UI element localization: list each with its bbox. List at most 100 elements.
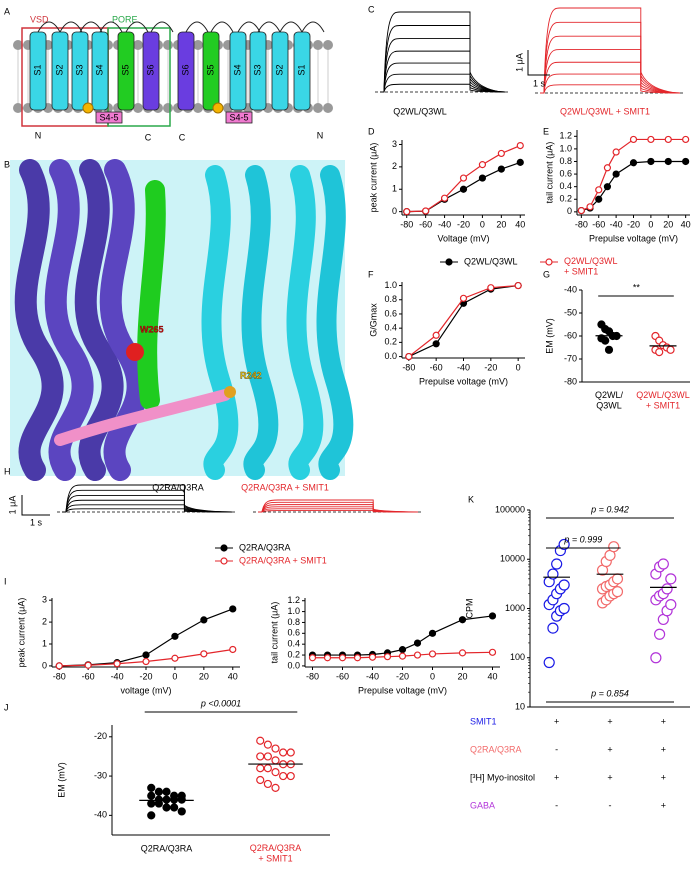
- data-point: [612, 148, 620, 156]
- y-tick-label: 0.6: [559, 168, 572, 178]
- text-line: + SMIT1: [646, 401, 680, 411]
- lipid-head: [193, 103, 203, 113]
- data-point: [171, 632, 179, 640]
- data-point: [657, 558, 669, 570]
- helix: [293, 31, 311, 111]
- data-point: [432, 331, 440, 339]
- data-point: [263, 779, 272, 789]
- helix-label: S5: [205, 64, 215, 75]
- data-point: [558, 538, 570, 551]
- data-point: [286, 748, 295, 757]
- lipid-head: [163, 103, 173, 113]
- residue-label: W265: [140, 324, 164, 334]
- data-point: [113, 660, 121, 668]
- loop: [79, 21, 103, 33]
- helix-label: S5: [120, 64, 130, 75]
- data-point: [279, 748, 288, 757]
- helix-label: S4: [232, 64, 242, 75]
- y-tick-label: 0: [42, 660, 47, 670]
- residue: [126, 343, 144, 361]
- data-point: [612, 170, 620, 178]
- data-point: [229, 605, 237, 613]
- table-cell: +: [607, 772, 612, 782]
- x-tick-label: 40: [515, 219, 525, 229]
- data-point: [256, 764, 265, 773]
- x-tick-label: -20: [627, 219, 640, 229]
- current-trace: [540, 7, 681, 94]
- text-line: Q2RA/Q3RA: [250, 843, 302, 853]
- y-tick-label: 0.8: [559, 156, 572, 166]
- y-tick-label: -50: [564, 307, 577, 317]
- text-line: + SMIT1: [564, 267, 598, 277]
- data-point: [516, 158, 524, 166]
- category-label: Q2RA/Q3RA + SMIT1: [250, 843, 302, 863]
- ribbon: [14, 159, 64, 481]
- helix-label: S6: [145, 64, 155, 75]
- data-point: [84, 661, 92, 669]
- annotation: p = 0.999: [563, 534, 602, 544]
- loop: [59, 21, 83, 33]
- x-tick-label: -80: [402, 362, 415, 372]
- data-point: [682, 135, 690, 144]
- y-tick-label: 10000: [500, 554, 525, 564]
- data-point: [177, 807, 186, 816]
- lipid-head: [133, 103, 143, 113]
- helix: [71, 31, 89, 111]
- table-cell: -: [555, 744, 558, 754]
- y-axis-label: peak current (μA): [16, 598, 26, 668]
- legend-label: Q2WL/Q3WL + SMIT1: [564, 256, 618, 276]
- panel-label: I: [4, 576, 7, 586]
- x-tick-label: 20: [457, 671, 467, 681]
- row-label: Q2RA/Q3RA: [470, 744, 522, 754]
- helix-label: S3: [74, 64, 84, 75]
- data-point: [629, 135, 638, 144]
- panel-label: K: [468, 494, 474, 504]
- linker: [225, 111, 253, 124]
- legend-label: Q2RA/Q3RA: [239, 542, 291, 552]
- helix-label: S4: [94, 64, 104, 75]
- x-tick-label: 0: [516, 362, 521, 372]
- data-point: [558, 602, 570, 615]
- panel-label: E: [543, 126, 549, 136]
- data-point: [458, 616, 467, 624]
- data-point: [383, 653, 392, 661]
- data-point: [647, 157, 655, 166]
- text-line: + SMIT1: [258, 854, 292, 864]
- y-axis-label: CPM: [464, 599, 474, 619]
- lipid-head: [323, 40, 333, 50]
- loop: [210, 21, 234, 33]
- x-tick-label: -40: [610, 219, 623, 229]
- data-point: [171, 654, 179, 662]
- x-tick-label: -40: [111, 671, 124, 681]
- data-point: [432, 340, 440, 348]
- residue-label: R242: [240, 370, 262, 380]
- panel-label: G: [543, 269, 550, 279]
- data-point: [558, 579, 570, 591]
- data-point: [653, 628, 666, 640]
- data-point: [263, 752, 272, 761]
- data-point: [142, 657, 150, 666]
- data-point: [428, 629, 437, 637]
- linker-label: S4-5: [229, 112, 248, 122]
- data-point: [308, 654, 317, 662]
- y-tick-label: -30: [94, 770, 107, 780]
- text-line: Q2WL/Q3WL: [564, 256, 618, 266]
- legend-label: Q2RA/Q3RA + SMIT1: [239, 555, 327, 565]
- table-cell: +: [607, 744, 612, 754]
- helix: [29, 31, 47, 111]
- table-cell: +: [661, 744, 666, 754]
- x-tick-label: -60: [419, 219, 432, 229]
- y-tick-label: -40: [94, 810, 107, 820]
- data-point: [497, 149, 505, 158]
- terminus: C: [145, 132, 152, 142]
- data-point: [413, 639, 422, 647]
- linker: [95, 111, 123, 124]
- lipid-head: [13, 103, 23, 113]
- category-label: Q2WL/Q3WL + SMIT1: [636, 390, 690, 410]
- panel-label: J: [4, 702, 9, 712]
- text-line: Q2WL/Q3WL: [636, 390, 690, 400]
- data-point: [256, 752, 265, 761]
- loop: [99, 21, 123, 33]
- row-label: SMIT1: [470, 716, 497, 726]
